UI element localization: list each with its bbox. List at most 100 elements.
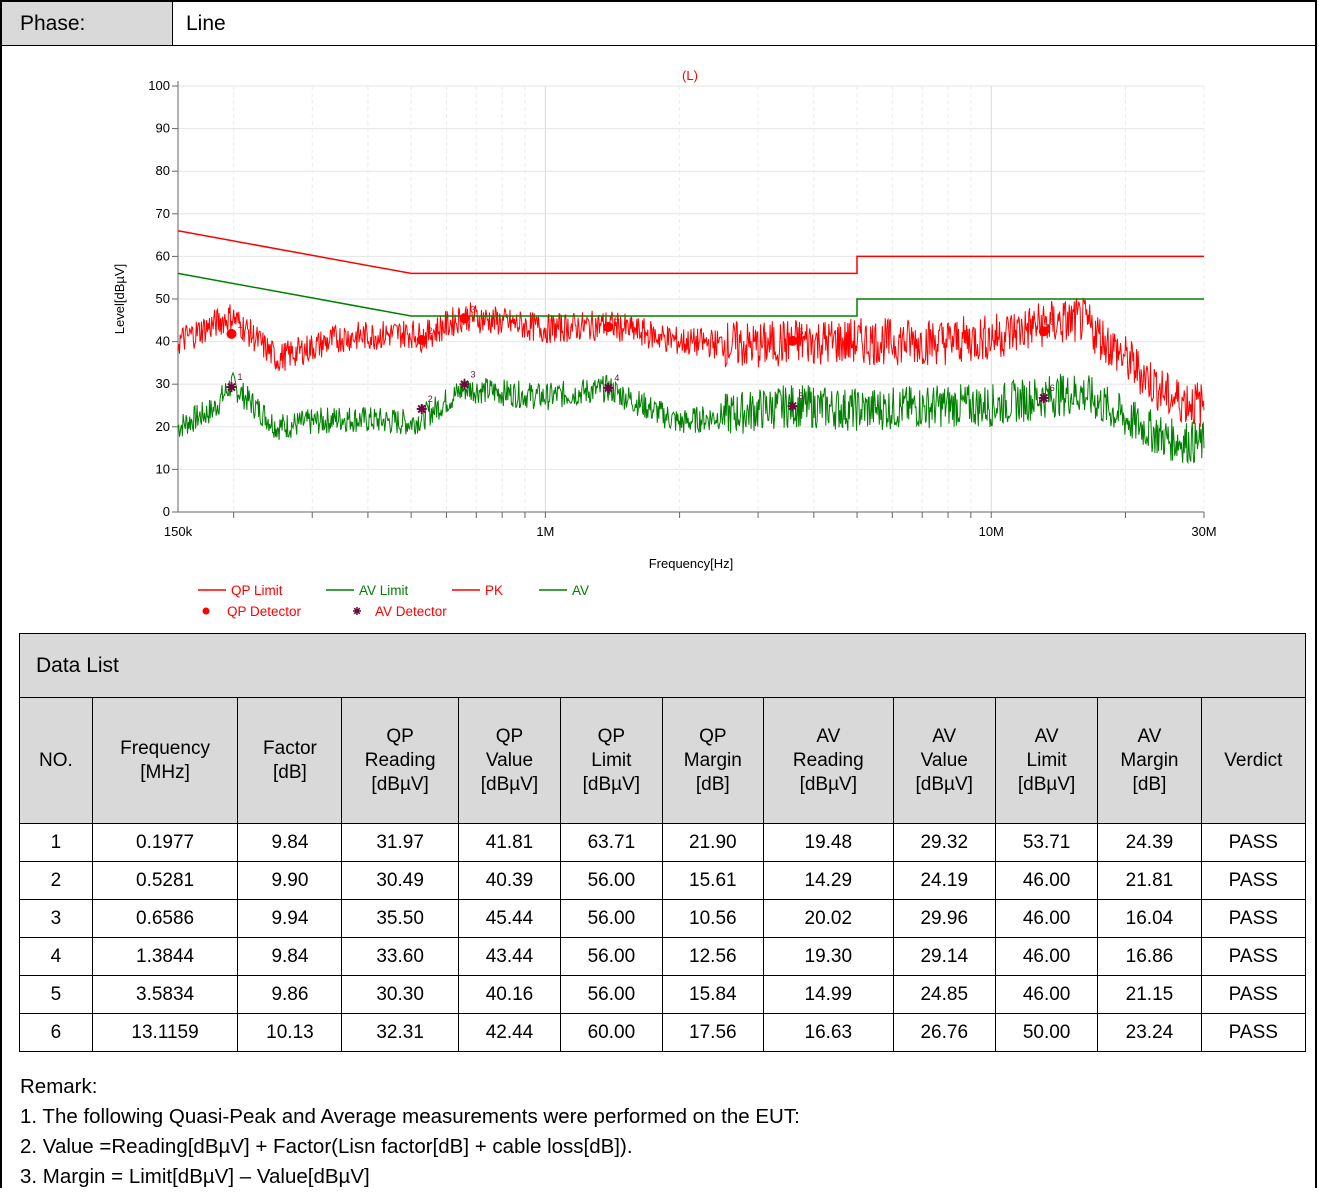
- y-tick-label: 10: [156, 461, 170, 476]
- av-detector-point: [787, 401, 798, 412]
- table-row: 6 13.1159 10.13 32.31 42.44 60.00 17.56 16.63 26…: [19, 1013, 1307, 1052]
- table-cell: 24.85: [892, 975, 996, 1014]
- table-cell: 9.94: [237, 899, 343, 938]
- column-header-line: [dB]: [273, 761, 307, 783]
- column-header-line: Limit: [1026, 749, 1067, 771]
- table-cell: 13.1159: [91, 1013, 239, 1052]
- column-header: QP Limit [dBµV]: [560, 697, 663, 824]
- table-cell: 46.00: [994, 861, 1099, 900]
- table-cell: 20.02: [763, 899, 894, 938]
- y-tick-label: 0: [163, 504, 170, 519]
- phase-value: Line: [186, 12, 226, 35]
- qp-marker-label: 3: [470, 304, 475, 314]
- y-tick-label: 60: [156, 248, 170, 263]
- av-detector-stroke: [604, 383, 613, 393]
- remark-line: 1. The following Quasi-Peak and Average …: [20, 1105, 800, 1128]
- column-header-line: Frequency: [120, 737, 210, 759]
- av-limit-line: [177, 272, 1204, 317]
- chart-title: (L): [682, 68, 698, 83]
- qp-detector-point: [1038, 326, 1049, 337]
- table-cell: 15.84: [661, 975, 765, 1014]
- table-cell: 29.96: [892, 899, 996, 938]
- av-detector-stroke: [353, 607, 361, 615]
- column-header-line: [dBµV]: [371, 773, 429, 795]
- emission-chart: 0 10 20 30 40 50 60 70 80 90 100 150k 1M 10M 30M Freque…: [112, 68, 1217, 619]
- table-cell: 10.56: [661, 899, 765, 938]
- column-header-line: [dBµV]: [1017, 773, 1076, 795]
- table-cell: 26.76: [892, 1013, 996, 1052]
- column-header-line: [dB]: [695, 773, 730, 795]
- column-header: Factor [dB]: [237, 697, 343, 824]
- table-cell: 21.90: [661, 823, 765, 862]
- table-row: 4 1.3844 9.84 33.60 43.44 56.00 12.56 19.30 29.1…: [19, 937, 1307, 976]
- column-header: AV Margin [dB]: [1097, 697, 1202, 824]
- column-header-line: [MHz]: [140, 761, 190, 783]
- y-tick-label: 80: [156, 163, 170, 178]
- pk-trace: [177, 297, 1205, 427]
- y-tick-label: 20: [156, 419, 170, 434]
- av-detector-point: [603, 382, 614, 393]
- column-header: QP Reading [dBµV]: [341, 697, 459, 824]
- column-header-line: Reading: [792, 749, 864, 771]
- table-cell: 3.5834: [91, 975, 239, 1014]
- phase-row: Phase: Line: [0, 2, 1317, 46]
- table-cell: 60.00: [560, 1013, 663, 1052]
- table-cell: 9.84: [237, 823, 343, 862]
- table-cell: 16.86: [1097, 937, 1202, 976]
- av-marker-label: 3: [470, 369, 475, 379]
- column-header: AV Value [dBµV]: [892, 697, 996, 824]
- column-header-line: QP: [495, 725, 524, 747]
- qp-detector-point: [459, 313, 470, 324]
- legend-pk-label: PK: [485, 583, 503, 598]
- column-header-line: Margin: [1120, 749, 1179, 771]
- av-detector-stroke: [227, 382, 236, 392]
- legend-av-limit-label: AV Limit: [359, 583, 409, 598]
- table-cell: 0.6586: [91, 899, 239, 938]
- table-cell: 4: [19, 937, 93, 976]
- table-cell: 24.39: [1097, 823, 1202, 862]
- table-cell: 6: [19, 1013, 93, 1052]
- av-detector-stroke: [417, 404, 426, 414]
- table-cell: 21.15: [1097, 975, 1202, 1014]
- table-cell: 9.90: [237, 861, 343, 900]
- qp-marker-label: 4: [614, 313, 619, 323]
- y-tick-label: 50: [156, 291, 170, 306]
- y-tick-label: 40: [156, 334, 170, 349]
- table-row: 5 3.5834 9.86 30.30 40.16 56.00 15.84 14.99 24.8…: [19, 975, 1307, 1014]
- qp-marker-label: 5: [799, 327, 804, 337]
- column-header-line: Value: [485, 749, 534, 771]
- av-marker-label: 2: [428, 394, 433, 404]
- table-cell: 35.50: [341, 899, 459, 938]
- column-header-line: Reading: [364, 749, 436, 771]
- table-cell: 10.13: [237, 1013, 343, 1052]
- av-marker-label: 1: [237, 372, 242, 382]
- table-row: 2 0.5281 9.90 30.49 40.39 56.00 15.61 14.29 24.1…: [19, 861, 1307, 900]
- table-cell: 16.04: [1097, 899, 1202, 938]
- table-cell: 5: [19, 975, 93, 1014]
- column-header-line: NO.: [38, 749, 73, 771]
- table-cell: 3: [19, 899, 93, 938]
- table-cell: PASS: [1200, 861, 1307, 900]
- column-header-line: QP: [386, 725, 414, 747]
- table-cell: PASS: [1200, 1013, 1307, 1052]
- qp-marker-label: 6: [1050, 317, 1055, 327]
- av-detector-point: [416, 403, 427, 414]
- column-header: AV Reading [dBµV]: [763, 697, 894, 824]
- table-cell: 14.99: [763, 975, 894, 1014]
- column-header-line: [dBµV]: [480, 773, 539, 795]
- table-cell: 30.49: [341, 861, 459, 900]
- table-cell: 17.56: [661, 1013, 765, 1052]
- column-header: QP Margin [dB]: [661, 697, 765, 824]
- y-tick-label: 90: [156, 121, 170, 136]
- qp-detector-point: [416, 334, 427, 345]
- table-title: Data List: [19, 633, 1306, 698]
- qp-detector-point: [226, 328, 237, 339]
- table-cell: 9.84: [237, 937, 343, 976]
- av-detector-point: [459, 379, 470, 390]
- table-cell: 42.44: [457, 1013, 562, 1052]
- qp-limit-line: [177, 230, 1204, 275]
- qp-detector-point: [787, 335, 798, 346]
- table-cell: 1.3844: [91, 937, 239, 976]
- legend-av-label: AV: [572, 583, 589, 598]
